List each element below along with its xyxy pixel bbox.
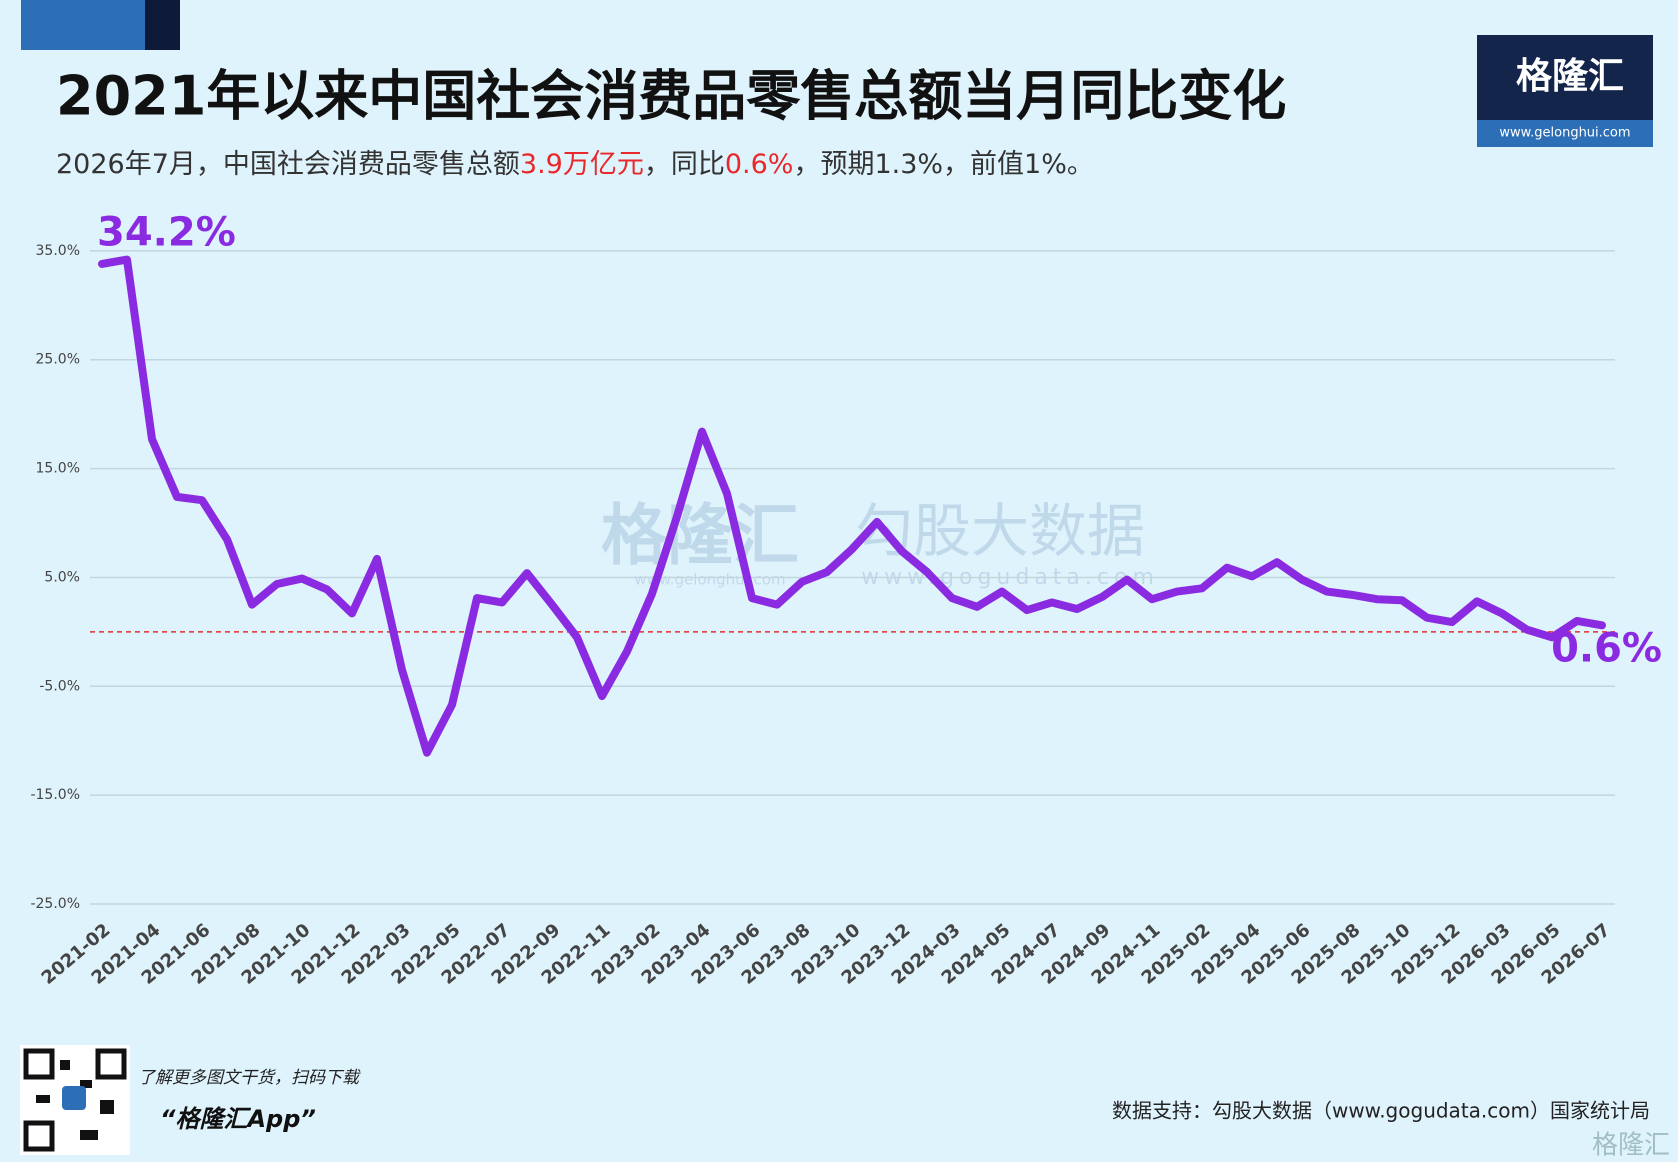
qr-dot bbox=[80, 1130, 98, 1140]
qr-code bbox=[20, 1045, 130, 1155]
logo-strip bbox=[1477, 120, 1653, 147]
corner-bar bbox=[21, 0, 145, 50]
chart-title: 2021年以来中国社会消费品零售总额当月同比变化 bbox=[56, 65, 1286, 128]
y-tick-label: -15.0% bbox=[30, 787, 80, 803]
series-line bbox=[98, 255, 1606, 757]
y-tick-label: -5.0% bbox=[39, 678, 80, 694]
y-tick-label: 5.0% bbox=[44, 569, 80, 585]
data-label: 34.2% bbox=[97, 210, 236, 256]
y-tick-label: 35.0% bbox=[36, 243, 80, 259]
chart-subtitle: 2026年7月，中国社会消费品零售总额3.9万亿元，同比0.6%，预期1.3%，… bbox=[56, 149, 1094, 180]
subtitle-part: ，同比 bbox=[644, 149, 725, 180]
corner-bar bbox=[145, 0, 180, 50]
watermark-text: 格隆汇 bbox=[601, 497, 799, 574]
y-tick-label: -25.0% bbox=[30, 896, 80, 912]
qr-finder bbox=[95, 1048, 127, 1080]
qr-dot bbox=[100, 1100, 114, 1114]
qr-dot bbox=[60, 1060, 70, 1070]
subtitle-part: 0.6% bbox=[725, 149, 794, 180]
qr-dot bbox=[36, 1095, 50, 1103]
subtitle-part: 2026年7月，中国社会消费品零售总额 bbox=[56, 149, 520, 180]
data-label: 0.6% bbox=[1551, 625, 1662, 671]
app-name: “格隆汇App” bbox=[160, 1105, 316, 1133]
subtitle-part: 3.9万亿元 bbox=[520, 149, 644, 180]
corner-logo: 格隆汇 bbox=[1592, 1131, 1670, 1161]
source: 数据支持：勾股大数据（www.gogudata.com）国家统计局 bbox=[1112, 1099, 1650, 1123]
promo-text: 了解更多图文干货，扫码下载 bbox=[138, 1068, 361, 1088]
qr-finder bbox=[23, 1048, 55, 1080]
watermark-text: 勾股大数据 bbox=[855, 497, 1145, 565]
logo-name: 格隆汇 bbox=[1516, 56, 1624, 97]
y-tick-label: 15.0% bbox=[36, 461, 80, 477]
qr-dot bbox=[80, 1080, 92, 1088]
qr-logo bbox=[62, 1086, 86, 1110]
logo: 格隆汇 www.gelonghui.com bbox=[1477, 35, 1653, 147]
watermark: 格隆汇 www.gelonghui.com 勾股大数据 www.gogudata… bbox=[601, 497, 1154, 590]
y-tick-label: 25.0% bbox=[36, 352, 80, 368]
qr-finder bbox=[23, 1120, 55, 1152]
subtitle-part: ，预期1.3%，前值1%。 bbox=[793, 149, 1093, 180]
logo-url: www.gelonghui.com bbox=[1499, 126, 1630, 141]
